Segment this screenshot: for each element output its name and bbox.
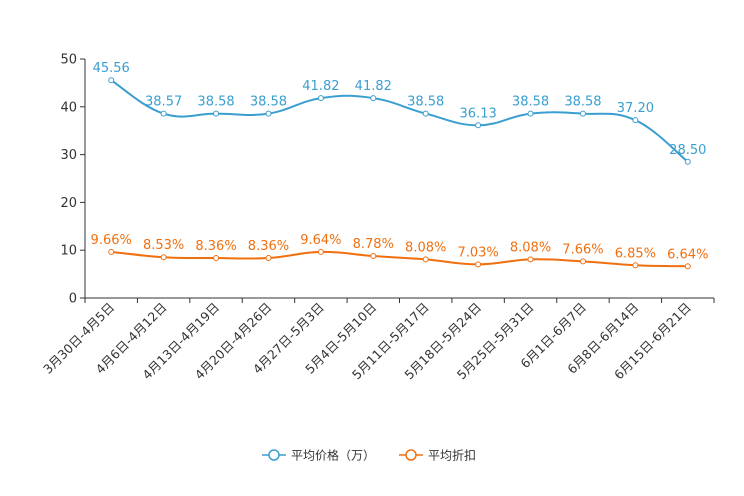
data-point[interactable]	[317, 248, 324, 255]
data-point[interactable]	[317, 95, 324, 102]
data-point[interactable]	[213, 255, 220, 262]
data-label: 8.36%	[195, 239, 236, 254]
data-point[interactable]	[213, 110, 220, 117]
data-point[interactable]	[475, 122, 482, 129]
data-label: 6.64%	[667, 247, 708, 262]
y-tick-label: 10	[60, 244, 77, 259]
y-tick-label: 30	[60, 148, 77, 163]
data-label: 45.56	[93, 61, 130, 76]
data-label: 36.13	[460, 106, 497, 121]
series-avg-discount: 9.66% 8.53% 8.36% 8.36% 9.64% 8.78% 8.08% 7.03%…	[91, 233, 708, 270]
legend-label: 平均折扣	[428, 448, 476, 463]
legend-marker	[268, 449, 280, 461]
data-point[interactable]	[265, 255, 272, 262]
data-point[interactable]	[579, 258, 586, 265]
data-point[interactable]	[370, 95, 377, 102]
data-point[interactable]	[265, 110, 272, 117]
data-label: 8.78%	[353, 237, 394, 252]
data-label: 7.03%	[457, 245, 498, 260]
legend-label: 平均价格（万）	[291, 448, 375, 463]
data-label: 7.66%	[562, 242, 603, 257]
data-label: 38.58	[564, 95, 601, 110]
data-point[interactable]	[527, 256, 534, 263]
data-point[interactable]	[160, 254, 167, 261]
data-label: 41.82	[302, 79, 339, 94]
legend-item[interactable]: 平均折扣	[399, 448, 476, 463]
y-tick-label: 40	[60, 100, 77, 115]
data-label: 8.08%	[405, 240, 446, 255]
data-label: 37.20	[617, 101, 654, 116]
data-point[interactable]	[684, 263, 691, 270]
data-label: 38.57	[145, 95, 182, 110]
data-point[interactable]	[684, 158, 691, 165]
data-label: 9.66%	[91, 233, 132, 248]
series-avg-price: 45.56 38.57 38.58 38.58 41.82 41.82 38.58 36.13…	[93, 61, 706, 165]
data-label: 8.08%	[510, 240, 551, 255]
data-point[interactable]	[632, 262, 639, 269]
data-label: 41.82	[355, 79, 392, 94]
legend-item[interactable]: 平均价格（万）	[262, 448, 375, 463]
series-layer: 45.56 38.57 38.58 38.58 41.82 41.82 38.58 36.13…	[91, 61, 708, 270]
legend-marker	[405, 449, 417, 461]
x-axis: 3月30日-4月5日4月6日-4月12日4月13日-4月19日4月20日-4月2…	[40, 297, 715, 382]
data-label: 6.85%	[615, 246, 656, 261]
data-point[interactable]	[422, 256, 429, 263]
data-label: 38.58	[407, 95, 444, 110]
data-point[interactable]	[527, 110, 534, 117]
data-label: 28.50	[669, 143, 706, 158]
data-point[interactable]	[160, 110, 167, 117]
data-label: 9.64%	[300, 233, 341, 248]
data-label: 38.58	[250, 95, 287, 110]
legend[interactable]: 平均价格（万） 平均折扣	[262, 448, 476, 463]
data-point[interactable]	[632, 117, 639, 124]
data-label: 38.58	[197, 95, 234, 110]
data-point[interactable]	[475, 261, 482, 268]
series-line	[110, 79, 689, 163]
y-axis: 0 10 20 30 40 50	[60, 53, 86, 307]
data-point[interactable]	[579, 110, 586, 117]
data-label: 8.36%	[248, 239, 289, 254]
data-point[interactable]	[370, 253, 377, 260]
y-tick-label: 20	[60, 196, 77, 211]
data-label: 8.53%	[143, 238, 184, 253]
series-line	[111, 250, 688, 268]
y-tick-label: 0	[69, 292, 77, 307]
data-point[interactable]	[422, 110, 429, 117]
data-point[interactable]	[108, 77, 115, 84]
data-label: 38.58	[512, 95, 549, 110]
y-tick-label: 50	[60, 53, 77, 68]
data-point[interactable]	[108, 248, 115, 255]
